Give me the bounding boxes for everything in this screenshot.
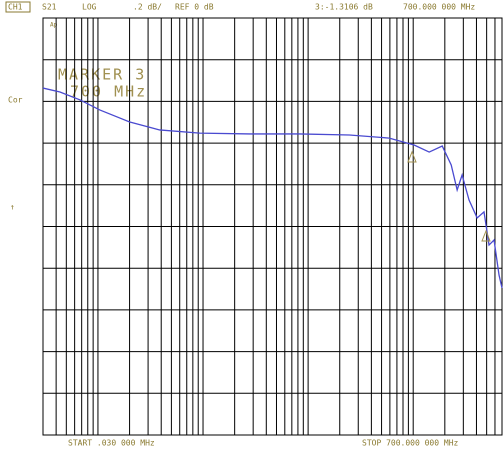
channel: CH1 (8, 3, 23, 12)
start: START .030 000 MHz (68, 439, 155, 448)
arrow: ↑ (10, 203, 15, 212)
cor: Cor (8, 96, 23, 105)
stop: STOP 700.000 000 MHz (362, 439, 459, 448)
marker-triangle (407, 150, 417, 163)
marker-frequency-label: 700 MHz (70, 83, 147, 101)
plot (42, 17, 503, 436)
marker-frequency: 700.000 000 MHz (403, 3, 475, 12)
format: LOG (82, 3, 97, 12)
marker-readout: 3:-1.3106 dB (315, 3, 373, 12)
channel-box (5, 1, 31, 13)
marker-triangle (481, 229, 491, 242)
trace (42, 87, 503, 289)
reference: REF 0 dB (175, 3, 214, 12)
scale: .2 dB/ (133, 3, 162, 12)
marker-title: MARKER 3 (58, 66, 146, 84)
ap: Ap (50, 22, 58, 29)
parameter: S21 (42, 3, 57, 12)
